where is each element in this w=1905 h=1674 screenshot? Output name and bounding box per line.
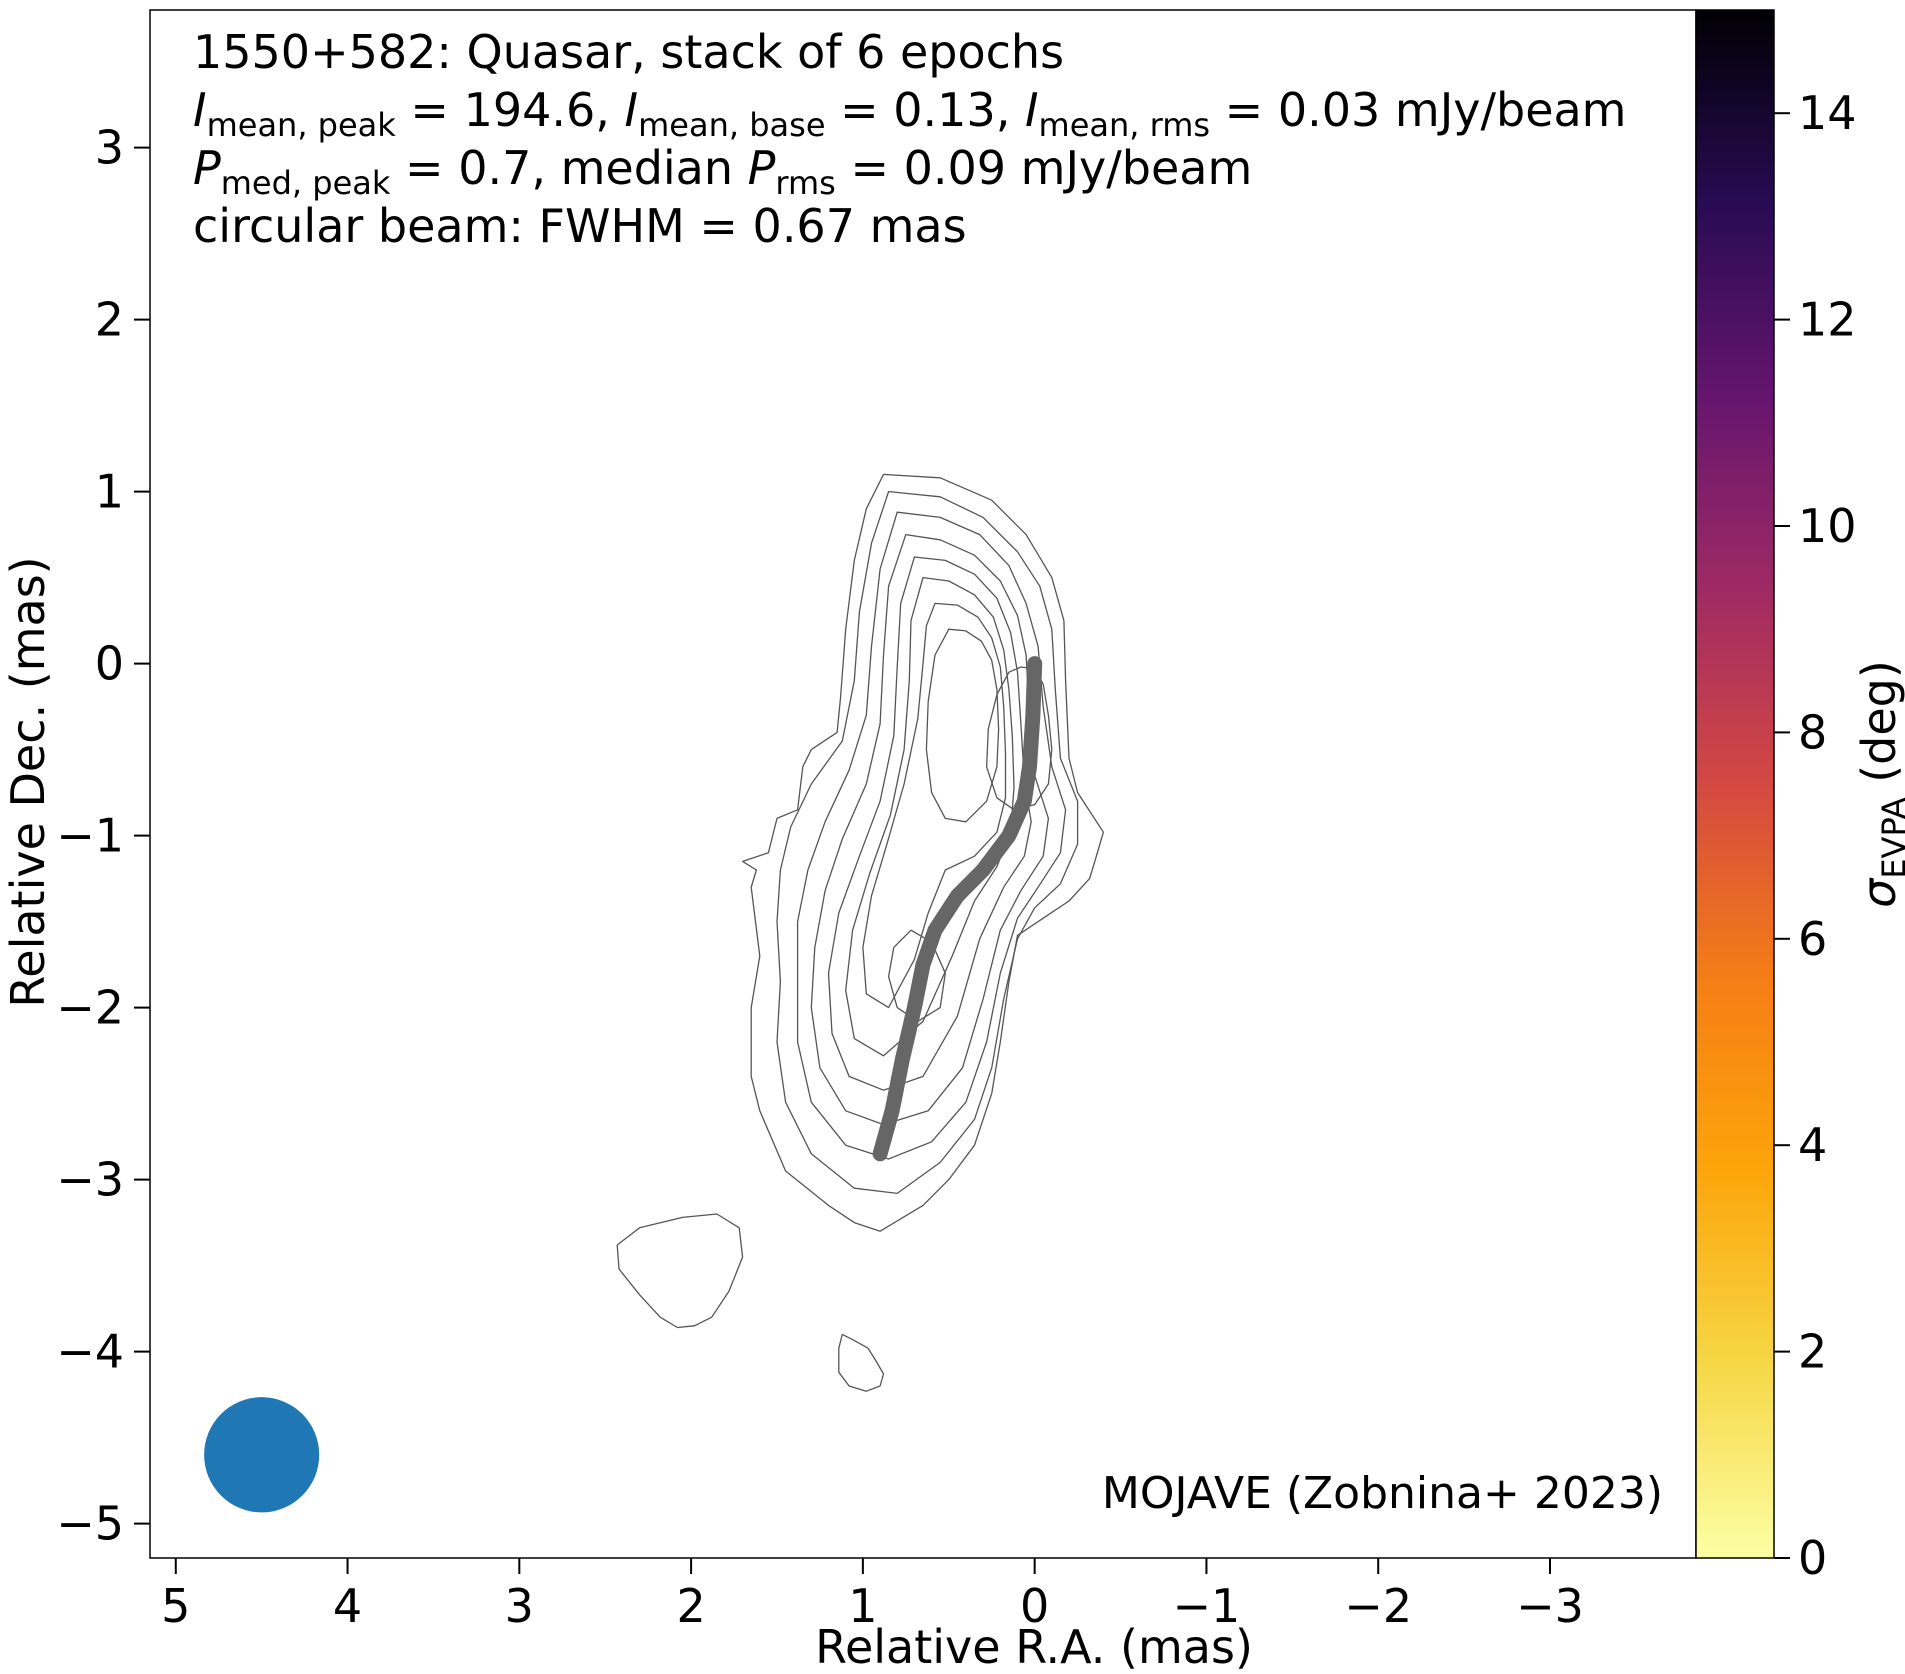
- credit-text: MOJAVE (Zobnina+ 2023): [1102, 1468, 1663, 1519]
- colorbar-gradient: [1695, 9, 1775, 1559]
- intensity-contours: [616, 473, 1105, 1392]
- colorbar-tick-label: 2: [1798, 1325, 1827, 1379]
- colorbar-tick-label: 6: [1798, 912, 1827, 966]
- p-peak-value: = 0.7, median: [390, 141, 747, 195]
- contour-level-0: [741, 473, 1105, 1232]
- contour-level-1: [776, 490, 1079, 1195]
- p-peak-subscript: med, peak: [221, 164, 391, 202]
- y-tick-label: −2: [56, 981, 124, 1035]
- plot-area: [149, 9, 1697, 1559]
- y-tick-label: −1: [56, 809, 124, 863]
- colorbar: 0 2 4 6 8 10 12 14 σEVPA (deg): [1695, 9, 1905, 1585]
- y-tick-label: 0: [95, 637, 124, 691]
- i-base-value: = 0.13,: [826, 83, 1025, 137]
- contour-level-3: [810, 533, 1050, 1126]
- y-axis-label: Relative Dec. (mas): [1, 556, 55, 1007]
- x-axis-label: Relative R.A. (mas): [815, 1620, 1253, 1674]
- i-peak-subscript: mean, peak: [207, 106, 397, 144]
- x-tick-label: 2: [676, 1579, 705, 1633]
- y-tick-label: 2: [95, 293, 124, 347]
- x-tick-label: −3: [1516, 1579, 1584, 1633]
- colorbar-tick-label: 12: [1798, 293, 1857, 347]
- colorbar-ticks: 0 2 4 6 8 10 12 14: [1774, 86, 1857, 1585]
- x-tick-label: 3: [505, 1579, 534, 1633]
- jet-ridgeline: [872, 656, 1043, 1162]
- info-line-beam: circular beam: FWHM = 0.67 mas: [193, 199, 967, 253]
- contour-level-6: [862, 602, 1007, 1009]
- i-rms-subscript: mean, rms: [1039, 106, 1211, 144]
- i-base-subscript: mean, base: [638, 106, 825, 144]
- info-line-title: 1550+582: Quasar, stack of 6 epochs: [193, 25, 1064, 79]
- p-rms-value: = 0.09 mJy/beam: [836, 141, 1252, 195]
- i-rms-value: = 0.03 mJy/beam: [1210, 83, 1626, 137]
- colorbar-label-subscript: EVPA: [1875, 797, 1905, 878]
- sigma-symbol: σ: [1852, 877, 1905, 908]
- x-tick-label: −2: [1344, 1579, 1412, 1633]
- colorbar-tick-label: 4: [1798, 1118, 1827, 1172]
- p-rms-subscript: rms: [775, 164, 835, 202]
- x-tick-label: −1: [1173, 1579, 1241, 1633]
- x-tick-label: 1: [848, 1579, 877, 1633]
- p-symbol: P: [193, 141, 221, 195]
- colorbar-tick-label: 0: [1798, 1531, 1827, 1585]
- beam-shape: [204, 1397, 320, 1513]
- y-tick-label: 1: [95, 465, 124, 519]
- info-text: 1550+582: Quasar, stack of 6 epochs Imea…: [193, 25, 1627, 253]
- beam-ellipse: [204, 1397, 320, 1513]
- info-line-polarization: Pmed, peak = 0.7, median Prms = 0.09 mJy…: [193, 141, 1252, 202]
- y-tick-label: −4: [56, 1325, 124, 1379]
- colorbar-label-unit: (deg): [1852, 660, 1905, 797]
- x-tick-label: 0: [1020, 1579, 1049, 1633]
- colorbar-tick-label: 8: [1798, 705, 1827, 759]
- info-line-intensity: Imean, peak = 194.6, Imean, base = 0.13,…: [193, 83, 1627, 144]
- y-tick-label: −5: [56, 1497, 124, 1551]
- i-symbol: I: [193, 83, 207, 137]
- p-symbol-2: P: [748, 141, 776, 195]
- x-tick-label: 5: [161, 1579, 190, 1633]
- y-tick-label: 3: [95, 121, 124, 175]
- i-symbol-2: I: [625, 83, 639, 137]
- contour-level-10: [616, 1213, 744, 1329]
- x-tick-label: 4: [333, 1579, 362, 1633]
- ridgeline-path: [872, 656, 1043, 1162]
- colorbar-tick-label: 10: [1798, 499, 1857, 553]
- contour-level-7: [925, 628, 1000, 823]
- contour-level-11: [838, 1333, 885, 1392]
- colorbar-tick-label: 14: [1798, 86, 1857, 140]
- x-axis-ticks: 5 4 3 2 1 0 −1 −2 −3: [161, 1558, 1584, 1633]
- y-tick-label: −3: [56, 1153, 124, 1207]
- contour-level-2: [796, 511, 1067, 1160]
- contour-level-4: [827, 556, 1032, 1091]
- contour-level-5: [845, 576, 1015, 1057]
- y-axis-ticks: 3 2 1 0 −1 −2 −3 −4 −5: [56, 121, 150, 1551]
- i-peak-value: = 194.6,: [396, 83, 625, 137]
- colorbar-label: σEVPA (deg): [1852, 660, 1905, 908]
- i-symbol-3: I: [1025, 83, 1039, 137]
